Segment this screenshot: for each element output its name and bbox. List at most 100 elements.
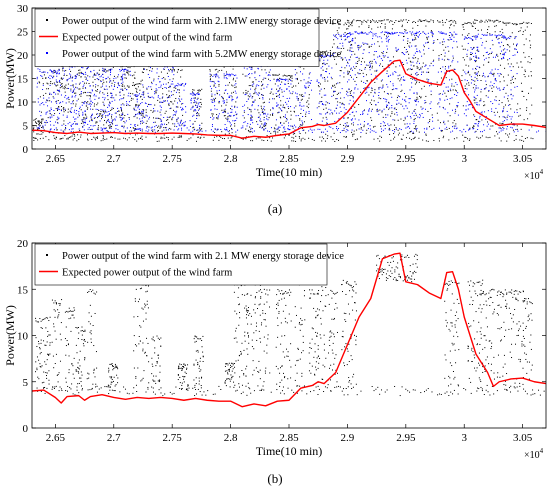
data-point (269, 80, 271, 82)
data-point (439, 42, 441, 44)
data-point (350, 44, 352, 46)
data-point (464, 71, 466, 73)
data-point (380, 98, 382, 100)
data-point (218, 89, 220, 91)
data-point (362, 111, 364, 113)
data-point (96, 128, 98, 130)
data-point (502, 32, 504, 34)
data-point (158, 125, 160, 127)
data-point (334, 84, 336, 86)
data-point (430, 31, 432, 33)
data-point (43, 371, 45, 373)
data-point (431, 33, 433, 35)
data-point (163, 117, 165, 118)
data-point (48, 76, 50, 78)
data-point (53, 91, 55, 93)
data-point (495, 35, 497, 37)
data-point (53, 137, 55, 139)
data-point (143, 109, 145, 111)
data-point (466, 83, 468, 85)
data-point (295, 92, 297, 94)
data-point (224, 90, 226, 92)
data-point (411, 34, 413, 36)
data-point (397, 78, 399, 80)
data-point (160, 86, 162, 88)
data-point (96, 90, 98, 92)
data-point (502, 56, 504, 58)
data-point (212, 393, 214, 395)
data-point (406, 123, 408, 125)
data-point (399, 96, 401, 98)
data-point (212, 101, 214, 103)
data-point (90, 100, 92, 102)
data-point (349, 99, 351, 101)
data-point (498, 59, 500, 61)
data-point (72, 128, 74, 130)
data-point (280, 117, 282, 119)
data-point (251, 119, 253, 121)
data-point (475, 68, 477, 70)
data-point (450, 391, 452, 393)
data-point (251, 104, 253, 106)
data-point (364, 109, 365, 111)
data-point (395, 32, 397, 34)
data-point (328, 73, 330, 75)
data-point (397, 49, 399, 51)
data-point (333, 90, 335, 92)
data-point (177, 82, 179, 84)
data-point (135, 83, 137, 85)
data-point (361, 21, 363, 23)
data-point (145, 391, 147, 393)
data-point (400, 32, 402, 34)
data-point (388, 21, 390, 23)
data-point (281, 91, 283, 93)
data-point (189, 120, 191, 122)
data-point (472, 21, 474, 23)
data-point (143, 68, 145, 70)
data-point (346, 81, 348, 83)
data-point (39, 82, 41, 84)
data-point (296, 97, 298, 99)
data-point (391, 113, 393, 115)
data-point (369, 60, 371, 62)
data-point (216, 136, 218, 138)
data-point (412, 38, 414, 40)
data-point (488, 26, 490, 28)
data-point (382, 84, 384, 86)
data-point (466, 80, 468, 82)
data-point (476, 136, 478, 138)
data-point (348, 73, 350, 75)
data-point (227, 131, 229, 133)
data-point (339, 35, 341, 37)
data-point (136, 99, 138, 101)
data-point (476, 73, 478, 75)
data-point (136, 94, 138, 96)
data-point (86, 117, 88, 119)
data-point (91, 118, 93, 120)
data-point (93, 95, 95, 97)
data-point (425, 25, 427, 27)
data-point (401, 26, 403, 28)
data-point (198, 102, 200, 104)
data-point (303, 121, 305, 123)
data-point (279, 83, 281, 85)
data-point (375, 75, 377, 77)
data-point (453, 120, 455, 122)
data-point (78, 72, 80, 74)
data-point (145, 109, 147, 111)
data-point (55, 353, 57, 355)
data-point (49, 353, 51, 355)
data-point (442, 32, 444, 34)
data-point (464, 87, 466, 89)
data-point (287, 82, 289, 84)
data-point (296, 77, 298, 79)
data-point (128, 85, 130, 87)
x-tick-label: 2.9 (341, 153, 355, 165)
data-point (399, 20, 401, 22)
data-point (163, 127, 165, 129)
data-point (109, 78, 111, 80)
data-point (74, 96, 76, 98)
data-point (393, 133, 395, 135)
data-point (308, 97, 310, 99)
data-point (120, 114, 122, 116)
